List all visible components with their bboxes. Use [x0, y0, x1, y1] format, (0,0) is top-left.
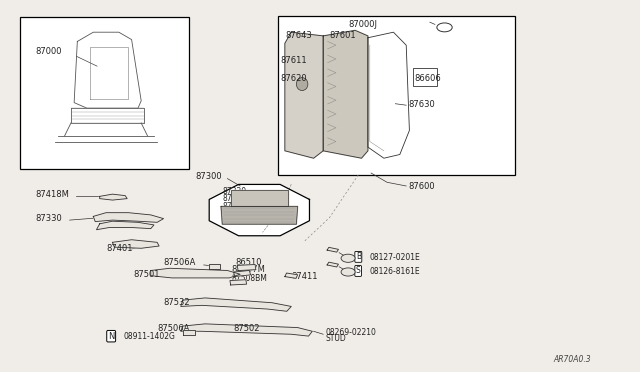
Bar — [413, 68, 437, 86]
Bar — [278, 16, 515, 175]
Text: 87000J: 87000J — [349, 20, 378, 29]
Polygon shape — [237, 264, 256, 270]
Polygon shape — [113, 240, 159, 248]
Ellipse shape — [296, 78, 308, 90]
Polygon shape — [93, 213, 164, 222]
Polygon shape — [183, 330, 195, 335]
Text: 87508BM: 87508BM — [232, 274, 268, 283]
Polygon shape — [100, 194, 127, 200]
Polygon shape — [285, 273, 298, 278]
Text: 08911-1402G: 08911-1402G — [124, 332, 175, 341]
Text: 87630: 87630 — [408, 100, 435, 109]
Text: 87300: 87300 — [195, 172, 222, 181]
Text: 87506A: 87506A — [157, 324, 189, 333]
Polygon shape — [151, 268, 240, 278]
Polygon shape — [234, 270, 251, 276]
Circle shape — [437, 23, 452, 32]
Text: 87611: 87611 — [280, 56, 307, 65]
Text: 87312: 87312 — [223, 202, 247, 211]
Text: AR70A0.3: AR70A0.3 — [553, 355, 591, 364]
Text: 87601: 87601 — [330, 32, 356, 41]
Text: 86510: 86510 — [236, 257, 262, 267]
Text: 86606: 86606 — [415, 74, 441, 83]
Circle shape — [341, 268, 355, 276]
Text: 87311: 87311 — [223, 194, 247, 203]
Polygon shape — [221, 206, 298, 224]
Text: 87507M: 87507M — [232, 265, 266, 274]
Polygon shape — [285, 32, 323, 158]
Text: N: N — [108, 332, 115, 341]
Text: 87506A: 87506A — [164, 258, 196, 267]
Text: 87643: 87643 — [285, 32, 312, 41]
Polygon shape — [327, 247, 339, 252]
Text: 08127-0201E: 08127-0201E — [370, 253, 420, 262]
Polygon shape — [180, 298, 291, 311]
Text: 87301: 87301 — [223, 209, 247, 218]
Polygon shape — [209, 185, 310, 236]
Text: 87411: 87411 — [291, 272, 318, 280]
Text: 87000: 87000 — [36, 48, 62, 57]
Bar — [20, 17, 189, 169]
Text: 87532: 87532 — [164, 298, 190, 307]
Text: STUD: STUD — [325, 334, 346, 343]
Polygon shape — [323, 31, 368, 158]
Text: B: B — [356, 252, 361, 262]
Polygon shape — [230, 280, 246, 285]
Polygon shape — [230, 190, 288, 206]
Polygon shape — [180, 324, 312, 336]
Text: 08269-02210: 08269-02210 — [325, 328, 376, 337]
Text: 87501: 87501 — [134, 270, 160, 279]
Text: S: S — [356, 266, 360, 275]
Text: 87502: 87502 — [234, 324, 260, 333]
Polygon shape — [209, 264, 220, 269]
Text: 87418M: 87418M — [36, 190, 70, 199]
Text: 87401: 87401 — [106, 244, 132, 253]
Text: 87330: 87330 — [36, 214, 63, 223]
Text: 87320: 87320 — [223, 187, 247, 196]
Text: 87620: 87620 — [280, 74, 307, 83]
Polygon shape — [97, 221, 154, 230]
Text: 87600: 87600 — [408, 182, 435, 191]
Polygon shape — [327, 262, 339, 267]
Text: 08126-8161E: 08126-8161E — [370, 267, 420, 276]
Circle shape — [341, 254, 355, 262]
